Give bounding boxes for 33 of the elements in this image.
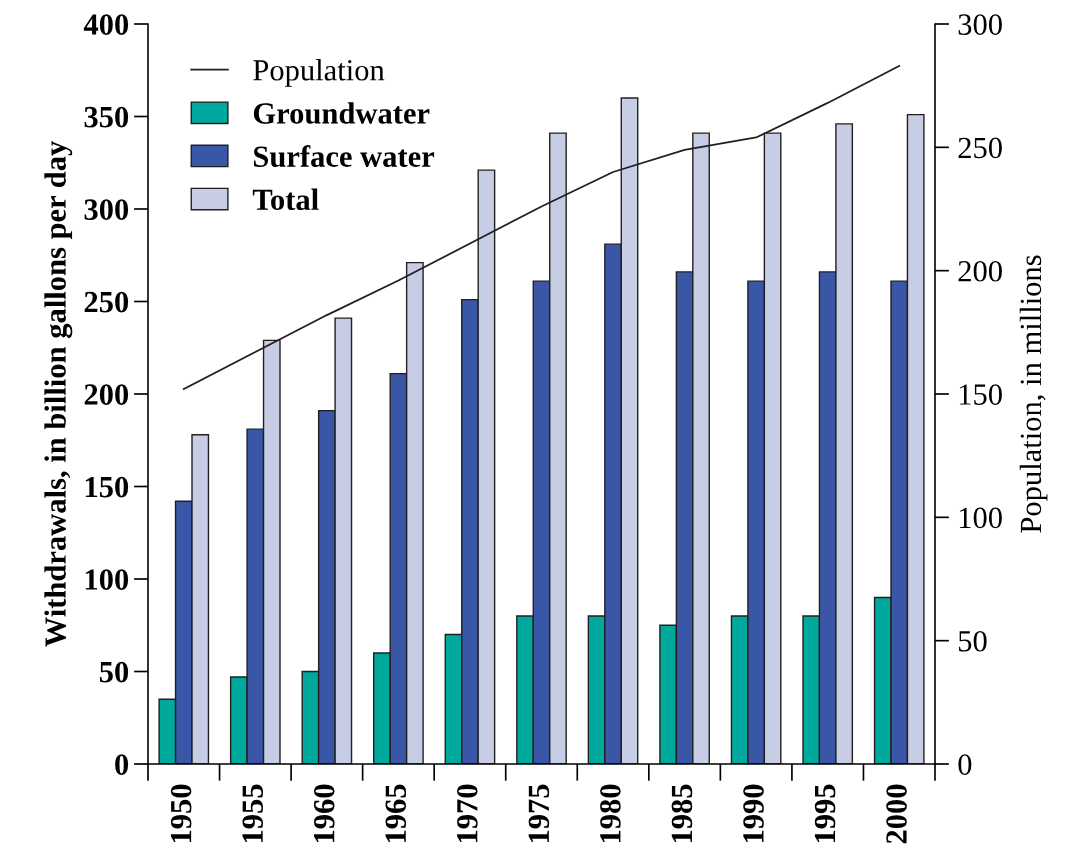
y2-tick-label: 50 (959, 630, 987, 652)
y-tick-label: 100 (85, 569, 129, 590)
legend-label: Population (253, 59, 385, 87)
x-tick-label: 1975 (528, 784, 550, 843)
y-tick-label: 400 (83, 14, 129, 35)
y-tick-label: 300 (84, 199, 129, 220)
y2-axis-title: Population, in millions (1019, 255, 1048, 533)
y-tick-label: 350 (84, 106, 129, 128)
x-tick-label: 1950 (170, 784, 192, 843)
y2-tick-label: 250 (958, 137, 1002, 159)
x-tick-label: 1995 (814, 784, 836, 843)
y2-tick-label: 150 (959, 384, 1002, 405)
x-tick-label: 1985 (671, 784, 693, 843)
x-tick-label: 2000 (886, 784, 907, 844)
y-tick-label: 150 (85, 476, 129, 498)
legend-label: Groundwater (253, 102, 430, 124)
y-tick-label: 200 (84, 384, 129, 405)
legend-label: Total (252, 188, 319, 211)
y-axis-title: Withdrawals, in billion gallons per day (44, 140, 73, 647)
y2-tick-label: 300 (958, 14, 1002, 35)
x-tick-label: 1965 (385, 784, 407, 843)
x-tick-label: 1970 (456, 784, 478, 843)
y2-tick-label: 0 (958, 754, 972, 775)
y-tick-label: 250 (84, 291, 129, 313)
y-tick-label: 50 (99, 661, 129, 683)
y2-tick-label: 200 (958, 260, 1002, 282)
x-tick-label: 1955 (242, 784, 263, 843)
x-tick-label: 1980 (600, 784, 621, 843)
legend-label: Surface water (253, 145, 435, 168)
x-tick-label: 1960 (313, 784, 335, 843)
y2-tick-label: 100 (959, 507, 1002, 529)
y-tick-label: 0 (115, 754, 129, 775)
x-tick-label: 1990 (743, 784, 764, 843)
